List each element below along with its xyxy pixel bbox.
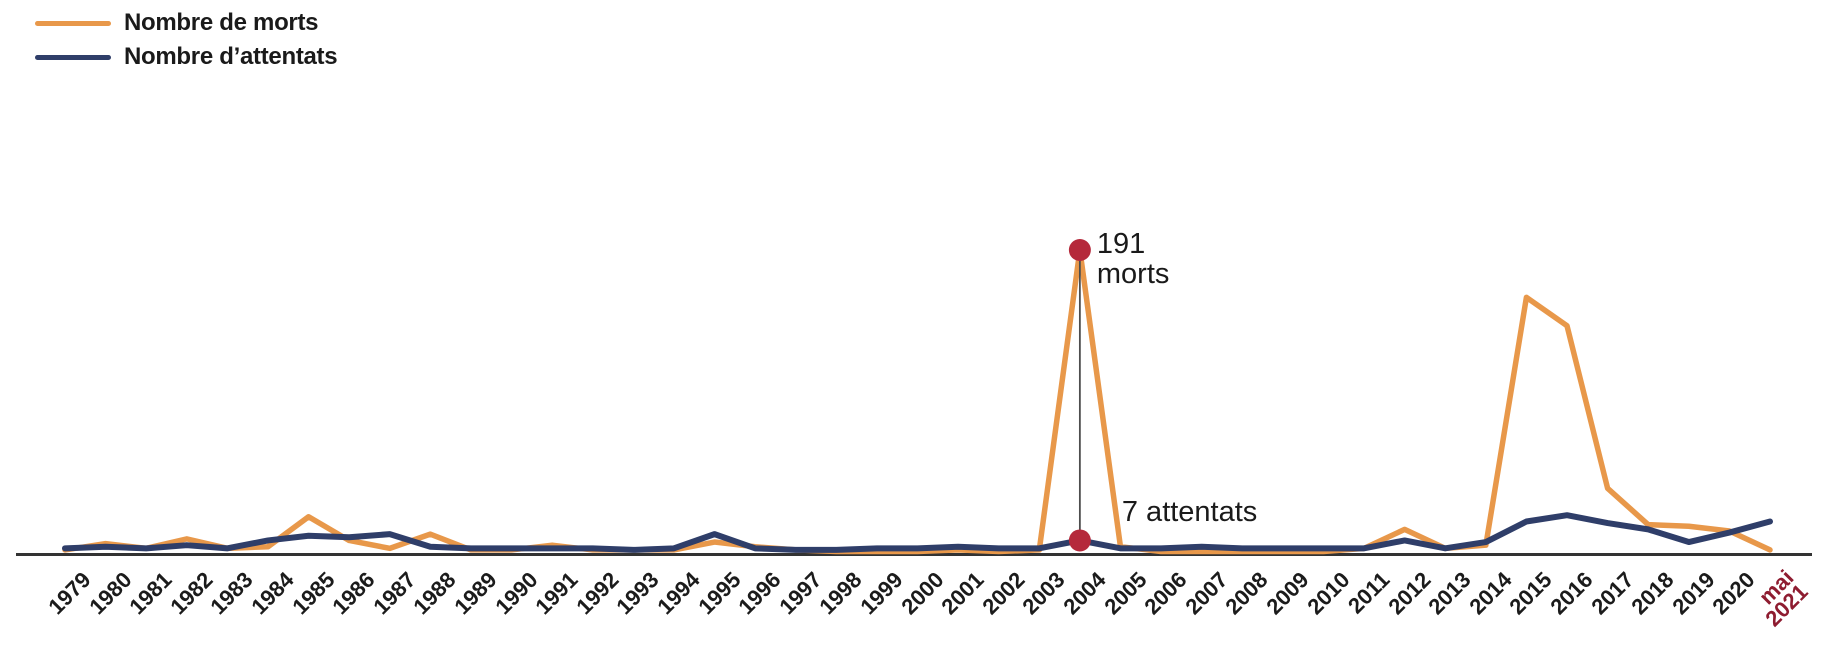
annotation-morts: 191 morts	[1097, 229, 1170, 289]
legend-item-attentats: Nombre d’attentats	[35, 42, 338, 72]
series-line-attentats	[62, 512, 1773, 553]
annotation-attentats: 7 attentats	[1121, 496, 1258, 529]
legend-swatch-attentats-icon	[35, 54, 111, 60]
annotation-morts-word: morts	[1096, 258, 1170, 290]
annotation-morts-value: 191	[1096, 228, 1146, 260]
legend-label-morts: Nombre de morts	[124, 9, 319, 36]
series-line-morts	[62, 247, 1773, 555]
legend-label-attentats: Nombre d’attentats	[124, 43, 338, 70]
annotation-dot-attentats	[1068, 529, 1091, 552]
annotation-dot-morts	[1068, 239, 1091, 262]
legend: Nombre de morts Nombre d’attentats	[35, 8, 338, 72]
legend-swatch-morts-icon	[35, 20, 111, 26]
legend-item-morts: Nombre de morts	[35, 8, 337, 38]
